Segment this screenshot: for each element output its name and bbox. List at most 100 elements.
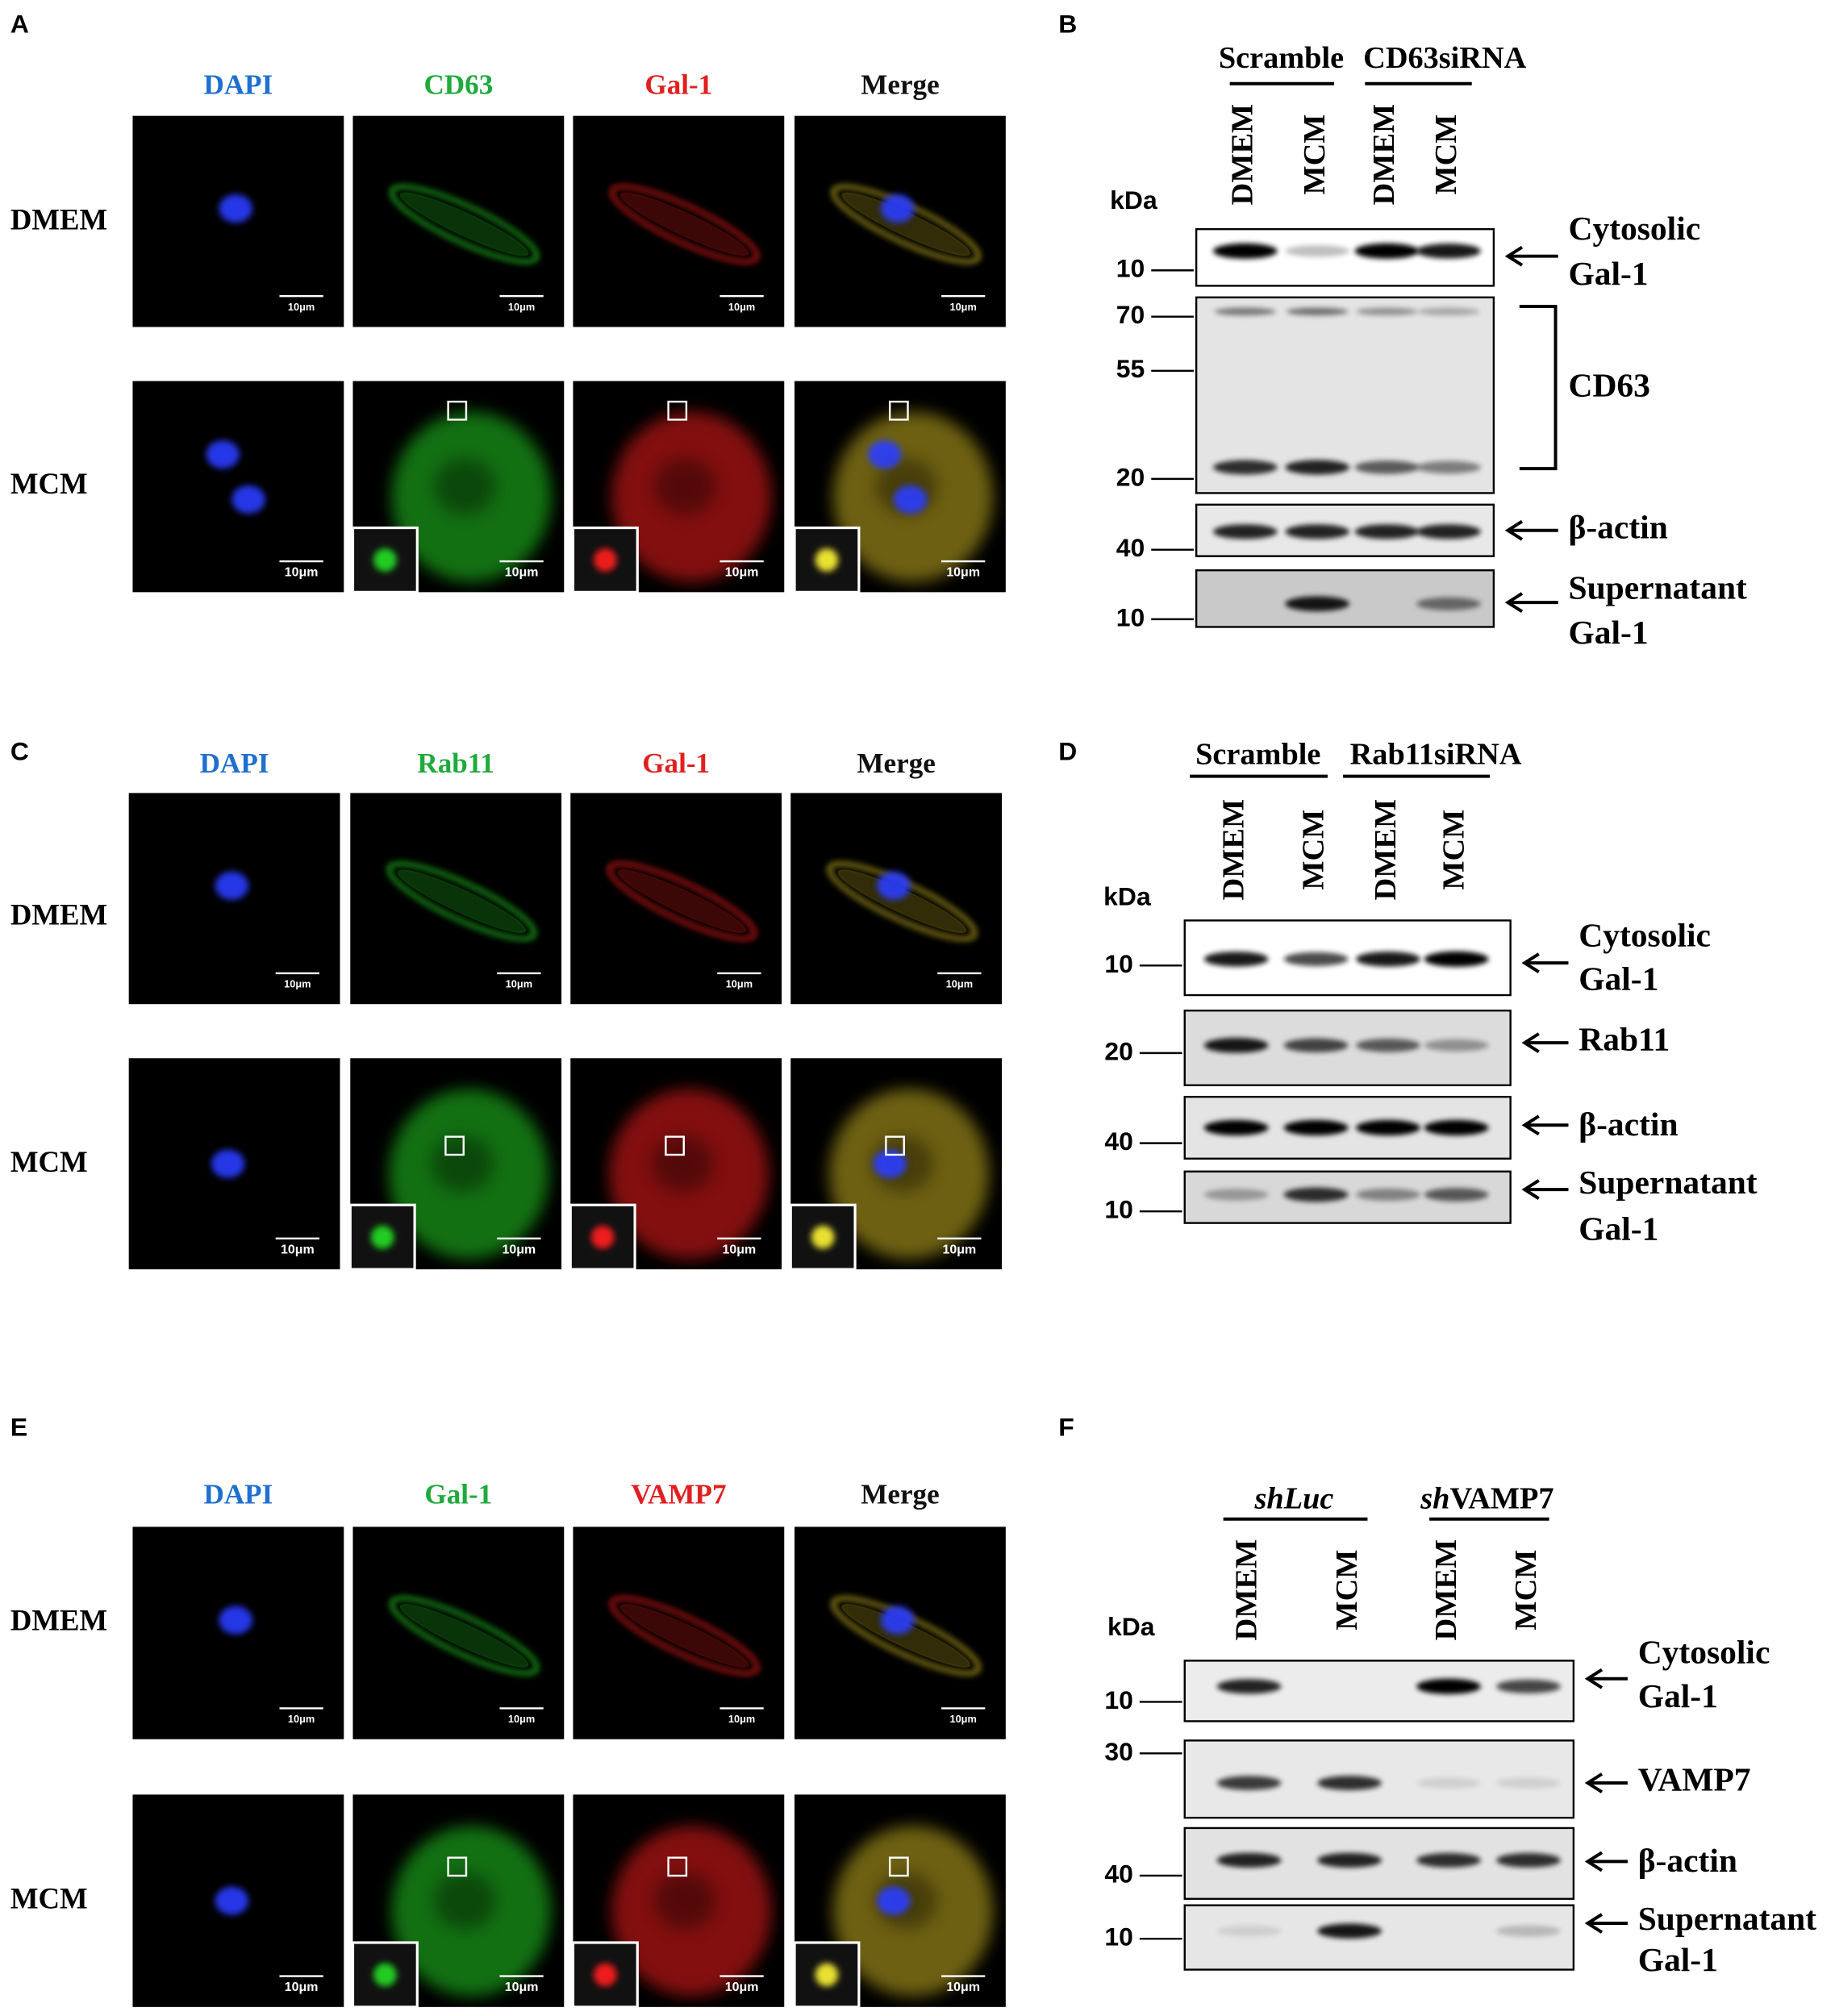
cell-body xyxy=(841,192,970,256)
lane-label: DMEM xyxy=(1367,104,1401,205)
channel-label: Merge xyxy=(861,69,939,101)
blot-strip xyxy=(1183,1904,1575,1971)
strip-label: Supernatant xyxy=(1638,1900,1817,1937)
band xyxy=(1354,243,1420,259)
lane-label: DMEM xyxy=(1429,1539,1463,1641)
bracket xyxy=(1519,304,1558,471)
roi-box xyxy=(885,1135,905,1156)
micrograph: 10μm xyxy=(132,1527,344,1739)
micrograph: 10μm xyxy=(132,115,344,327)
cell-body xyxy=(399,1604,529,1668)
cell-outline xyxy=(610,185,760,264)
micrograph-background xyxy=(573,115,785,327)
band xyxy=(1416,1852,1481,1868)
nucleus xyxy=(219,194,252,223)
cell-body xyxy=(841,1604,970,1668)
micrograph: 10μm xyxy=(352,1527,565,1739)
micrograph: 10μm xyxy=(128,793,340,1005)
micrograph: 10μm xyxy=(794,1527,1006,1739)
micrograph: 10μm xyxy=(570,793,782,1005)
scale-bar-label: 10μm xyxy=(288,1713,315,1725)
strip-label: Cytosolic xyxy=(1568,210,1700,247)
band xyxy=(1317,1776,1383,1790)
band xyxy=(1317,1852,1383,1868)
scale-bar-label: 10μm xyxy=(503,1243,536,1256)
micrograph-content xyxy=(609,1089,769,1260)
marker-label: 40 xyxy=(1116,533,1145,562)
band xyxy=(1216,1852,1282,1868)
micrograph-background xyxy=(570,793,782,1005)
scale-bar-label: 10μm xyxy=(505,1981,539,1994)
micrograph-content xyxy=(611,1826,772,1997)
arrow-head xyxy=(1584,1772,1604,1793)
micrograph: 10μm xyxy=(351,1794,565,2009)
cell-body xyxy=(399,192,529,256)
strip-label: Gal-1 xyxy=(1579,960,1658,998)
micrograph-content xyxy=(390,1596,540,1676)
marker-label: 10 xyxy=(1116,602,1145,631)
inset-spot xyxy=(373,1963,397,1987)
strip-label: Gal-1 xyxy=(1568,255,1648,292)
band xyxy=(1496,1925,1561,1937)
arrow-head xyxy=(1504,519,1524,541)
micrograph-content xyxy=(829,1089,990,1260)
scale-bar-label: 10μm xyxy=(949,301,976,313)
micrograph: 10μm xyxy=(569,1058,782,1271)
marker-label: 40 xyxy=(1104,1127,1133,1156)
strip-label: β-actin xyxy=(1638,1842,1737,1879)
unit-label: kDa xyxy=(1110,185,1157,215)
micrograph-content xyxy=(390,185,540,264)
micrograph-content xyxy=(831,1596,981,1676)
roi-box xyxy=(667,400,688,421)
lane-label: MCM xyxy=(1429,115,1463,195)
marker-label: 10 xyxy=(1104,1922,1133,1951)
band xyxy=(1317,1923,1383,1939)
arrow-head xyxy=(1521,1032,1540,1053)
inset xyxy=(789,1203,857,1271)
marker-label: 10 xyxy=(1104,1685,1133,1714)
group-label-part: Scramble xyxy=(1219,41,1344,75)
band xyxy=(1203,1119,1269,1136)
micrograph: 10μm xyxy=(790,793,1003,1005)
arrow-head xyxy=(1584,1851,1604,1872)
strip-label: Gal-1 xyxy=(1638,1677,1718,1714)
nucleus xyxy=(219,1606,252,1635)
band xyxy=(1354,524,1420,539)
arrow-head xyxy=(1504,592,1524,613)
scale-bar-label: 10μm xyxy=(946,1981,980,1994)
cell-core xyxy=(654,458,716,515)
band xyxy=(1283,1119,1349,1136)
cell-outline xyxy=(390,185,540,264)
band xyxy=(1285,524,1350,539)
inset xyxy=(351,1941,419,2009)
micrograph: 10μm xyxy=(128,1058,340,1270)
row-label: MCM xyxy=(10,467,88,500)
inset-spot xyxy=(593,1963,617,1987)
band xyxy=(1283,952,1349,966)
unit-label: kDa xyxy=(1107,1612,1155,1641)
micrograph: 10μm xyxy=(348,1058,562,1271)
channel-label: DAPI xyxy=(203,1479,273,1510)
channel-label: Rab11 xyxy=(417,748,494,779)
micrograph-content xyxy=(831,185,981,264)
band xyxy=(1416,460,1481,474)
micrograph-background xyxy=(352,1527,565,1739)
scale-bar-label: 10μm xyxy=(726,978,753,990)
nucleus xyxy=(881,194,915,223)
scale-bar-label: 10μm xyxy=(728,1713,755,1725)
scale-bar-label: 10μm xyxy=(285,1981,319,1994)
band xyxy=(1216,1679,1282,1694)
micrograph-content xyxy=(211,1149,245,1178)
micrograph-content xyxy=(215,1886,249,1915)
roi-box xyxy=(888,400,909,421)
cell-body xyxy=(619,192,749,256)
marker-label: 10 xyxy=(1116,254,1145,283)
nucleus xyxy=(873,1149,907,1178)
arrow-head xyxy=(1521,952,1540,973)
scale-bar-label: 10μm xyxy=(725,1981,759,1994)
micrograph-content xyxy=(391,411,552,582)
micrograph: 10μm xyxy=(794,115,1006,327)
roi-box xyxy=(665,1135,685,1156)
scale-bar-label: 10μm xyxy=(508,1713,535,1725)
strip-label: VAMP7 xyxy=(1638,1761,1751,1798)
